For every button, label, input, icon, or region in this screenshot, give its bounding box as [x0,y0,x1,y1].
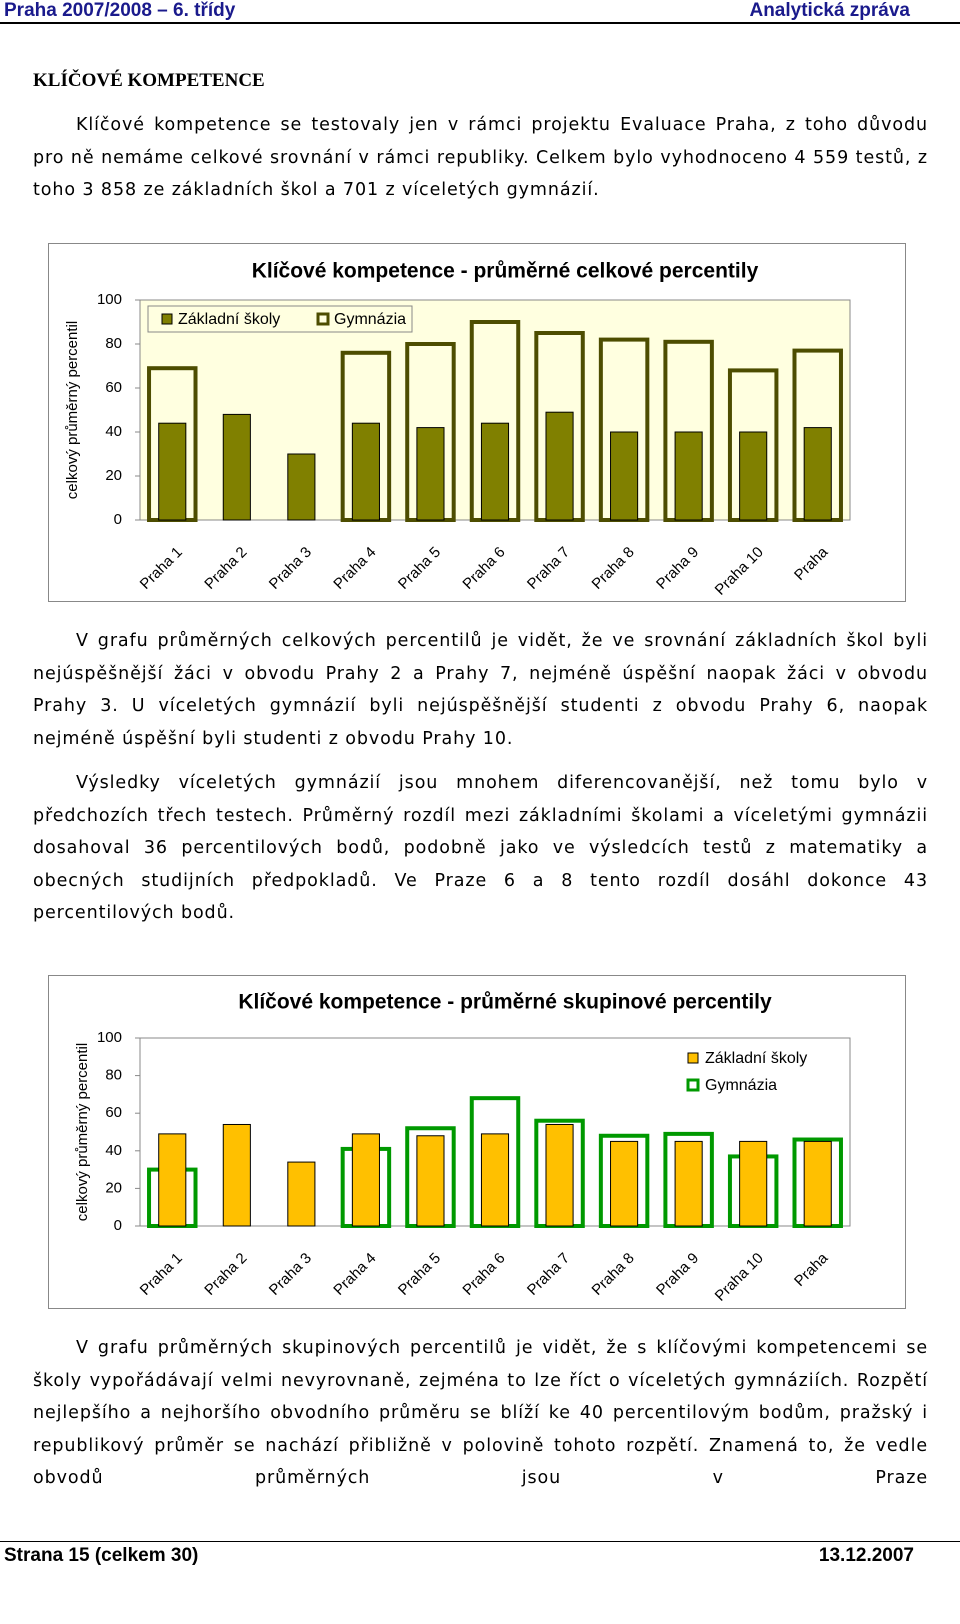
footer-left: Strana 15 (celkem 30) [4,1545,199,1566]
legend-box [147,305,413,333]
bar [416,427,445,521]
bar [674,431,703,521]
y-tick-label: 60 [105,1104,122,1121]
bar [222,1123,251,1227]
bar [739,431,768,521]
chart: Klíčové kompetence - průměrné skupinové … [48,975,906,1309]
y-axis-label: celkový průměrný percentil [64,321,81,499]
bar [351,422,380,521]
y-tick-label: 80 [105,335,122,352]
legend-swatch [687,1052,699,1064]
y-tick-label: 20 [105,467,122,484]
legend-label: Základní školy [705,1050,807,1067]
footer-right: 13.12.2007 [818,1545,914,1566]
bar [803,1140,832,1227]
bar [610,431,639,521]
bar [610,1140,639,1227]
legend-swatch [161,313,173,325]
bar [416,1135,445,1227]
y-tick-label: 40 [105,423,122,440]
bar [480,1133,510,1227]
bar [674,1140,703,1227]
legend-swatch [316,312,330,326]
chart-title: Klíčové kompetence - průměrné skupinové … [238,991,772,1014]
y-tick-label: 40 [105,1142,122,1159]
paragraph: V grafu průměrných skupinových percentil… [33,1338,928,1489]
bar [158,422,187,521]
chart-title: Klíčové kompetence - průměrné celkové pe… [252,260,759,283]
y-tick-label: 80 [105,1067,122,1084]
footer-rule [0,1541,960,1542]
y-tick-label: 0 [114,1217,122,1234]
legend-label: Gymnázia [334,311,406,328]
bar [158,1133,187,1227]
bar [287,453,316,521]
y-tick-label: 100 [97,1029,122,1046]
header-right: Analytická zpráva [749,0,910,21]
paragraph: Výsledky víceletých gymnázií jsou mnohem… [33,773,928,924]
bar [803,427,832,521]
legend-label: Základní školy [178,311,280,328]
y-tick-label: 60 [105,379,122,396]
y-tick-label: 100 [97,291,122,308]
header-rule [0,22,960,24]
chart: Klíčové kompetence - průměrné celkové pe… [48,243,906,602]
y-tick-label: 0 [114,511,122,528]
bar [739,1140,768,1227]
bar [351,1133,380,1227]
bar [222,413,251,521]
y-axis-label: celkový průměrný percentil [74,1043,91,1221]
header-left: Praha 2007/2008 – 6. třídy [4,0,236,21]
bar [545,1123,574,1227]
y-tick-label: 20 [105,1179,122,1196]
legend-label: Gymnázia [705,1077,777,1094]
bar [545,411,574,521]
section-title: KLÍČOVÉ KOMPETENCE [33,70,265,91]
legend-swatch [686,1078,700,1092]
bar [480,422,510,521]
paragraph: Klíčové kompetence se testovaly jen v rá… [33,115,928,201]
bar [287,1161,316,1227]
paragraph: V grafu průměrných celkových percentilů … [33,631,928,749]
